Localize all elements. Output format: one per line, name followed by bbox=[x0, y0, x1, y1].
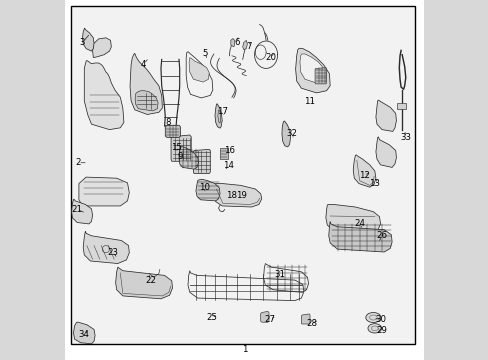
Bar bbox=[397, 103, 406, 109]
Polygon shape bbox=[165, 125, 180, 138]
Text: 4: 4 bbox=[141, 60, 146, 69]
Bar bbox=[220, 148, 227, 159]
Polygon shape bbox=[325, 204, 380, 233]
Polygon shape bbox=[171, 135, 191, 161]
Polygon shape bbox=[314, 68, 326, 84]
Text: 34: 34 bbox=[79, 330, 90, 339]
Polygon shape bbox=[73, 322, 95, 344]
Text: 20: 20 bbox=[264, 53, 275, 62]
Text: 33: 33 bbox=[400, 133, 410, 142]
Polygon shape bbox=[92, 38, 111, 58]
Text: 31: 31 bbox=[274, 270, 285, 279]
Polygon shape bbox=[230, 39, 234, 47]
Polygon shape bbox=[242, 40, 247, 50]
Polygon shape bbox=[84, 60, 123, 130]
Text: 9: 9 bbox=[177, 152, 183, 161]
Polygon shape bbox=[375, 100, 396, 131]
Polygon shape bbox=[196, 179, 220, 201]
Text: 24: 24 bbox=[353, 220, 365, 229]
Polygon shape bbox=[299, 54, 325, 83]
Polygon shape bbox=[193, 149, 210, 174]
Polygon shape bbox=[189, 58, 209, 82]
Text: 18: 18 bbox=[226, 191, 237, 199]
Text: 2: 2 bbox=[75, 158, 81, 167]
Text: 30: 30 bbox=[375, 315, 386, 324]
Text: 23: 23 bbox=[107, 248, 119, 257]
Polygon shape bbox=[179, 147, 198, 169]
Polygon shape bbox=[135, 91, 158, 111]
Polygon shape bbox=[295, 48, 329, 93]
Polygon shape bbox=[213, 184, 261, 207]
Text: 12: 12 bbox=[358, 171, 369, 180]
Text: 28: 28 bbox=[306, 319, 317, 328]
Polygon shape bbox=[79, 177, 129, 206]
Text: 11: 11 bbox=[303, 97, 314, 106]
Ellipse shape bbox=[367, 324, 381, 333]
Polygon shape bbox=[83, 231, 129, 264]
Text: 26: 26 bbox=[376, 231, 386, 240]
Polygon shape bbox=[301, 314, 309, 324]
Text: 25: 25 bbox=[205, 313, 217, 322]
Text: 19: 19 bbox=[236, 191, 246, 199]
Text: 14: 14 bbox=[223, 161, 233, 170]
Text: 32: 32 bbox=[286, 130, 297, 139]
Text: 21: 21 bbox=[71, 205, 82, 214]
Polygon shape bbox=[72, 199, 92, 224]
Polygon shape bbox=[260, 311, 268, 322]
Polygon shape bbox=[352, 155, 375, 187]
Text: 27: 27 bbox=[264, 315, 275, 324]
Polygon shape bbox=[328, 221, 391, 252]
Polygon shape bbox=[375, 137, 396, 167]
Text: 15: 15 bbox=[170, 143, 181, 152]
Text: 5: 5 bbox=[202, 49, 207, 58]
Text: 13: 13 bbox=[368, 179, 380, 188]
Text: 3: 3 bbox=[80, 38, 85, 47]
Polygon shape bbox=[82, 28, 94, 51]
Polygon shape bbox=[215, 104, 222, 128]
Polygon shape bbox=[282, 121, 290, 147]
Text: 16: 16 bbox=[224, 146, 234, 155]
Text: 10: 10 bbox=[199, 183, 210, 192]
Text: 29: 29 bbox=[375, 326, 386, 335]
Text: 6: 6 bbox=[234, 38, 240, 47]
Text: 22: 22 bbox=[145, 276, 156, 284]
Text: 1: 1 bbox=[241, 346, 247, 354]
Text: 8: 8 bbox=[165, 118, 171, 127]
Ellipse shape bbox=[365, 312, 380, 323]
Polygon shape bbox=[115, 267, 172, 299]
Text: 17: 17 bbox=[217, 107, 228, 116]
Text: 7: 7 bbox=[245, 42, 251, 51]
Polygon shape bbox=[130, 53, 162, 114]
